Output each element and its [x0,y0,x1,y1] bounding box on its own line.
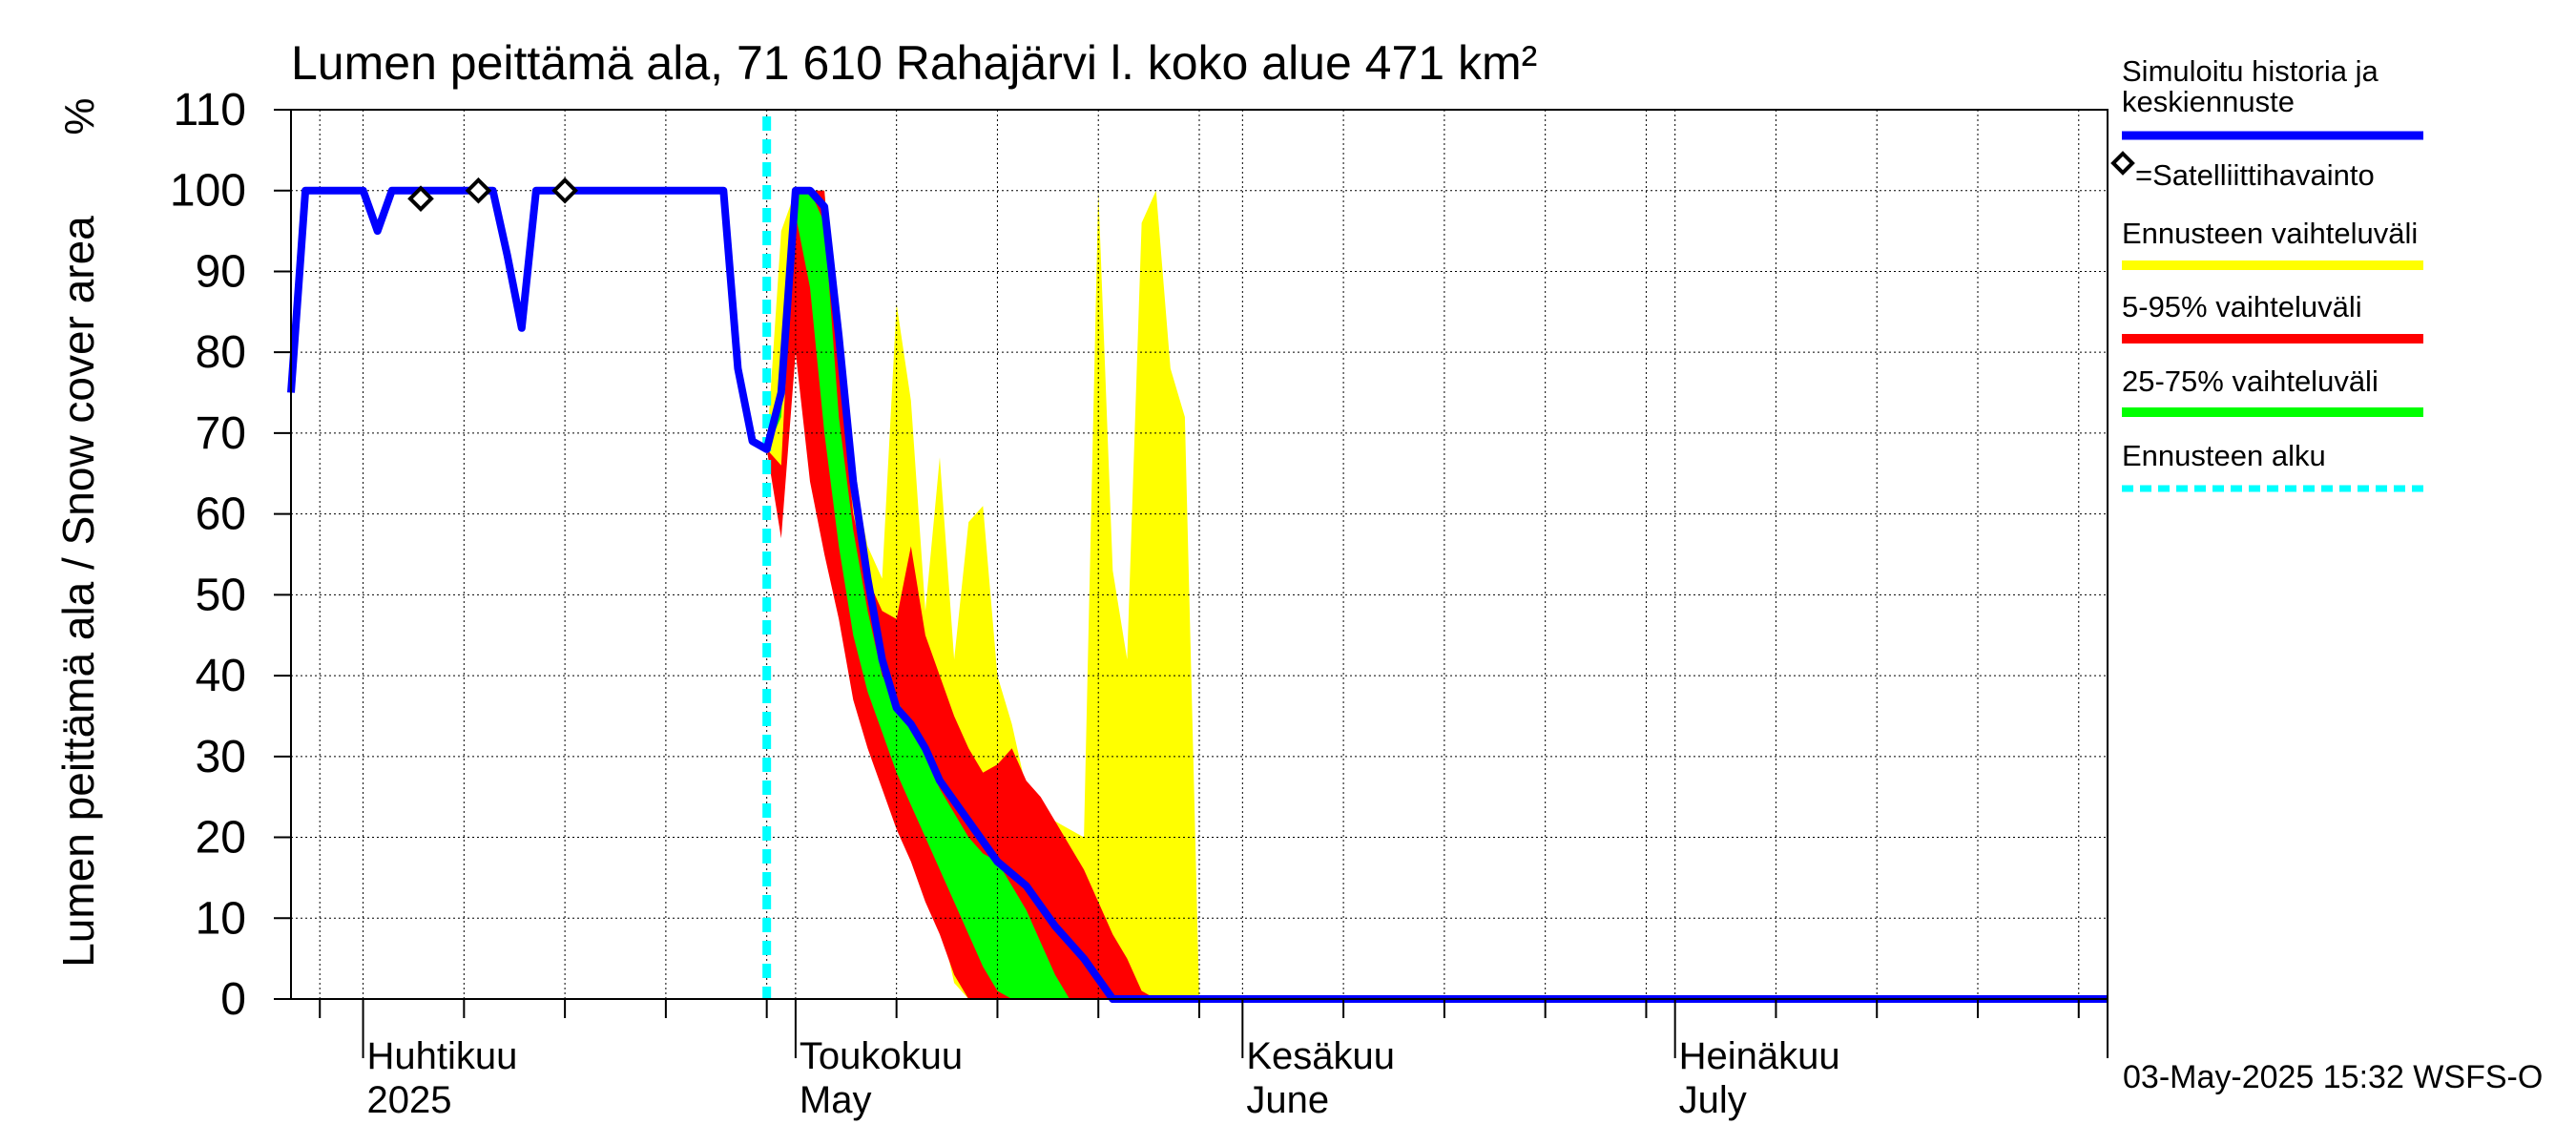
satellite-observation-marker [407,185,434,213]
y-tick-label: 60 [196,489,246,540]
month-label-en: May [800,1079,872,1121]
satellite-observation-marker [551,177,578,204]
y-tick-label: 50 [196,570,246,620]
y-tick-label: 90 [196,246,246,297]
y-tick-label: 70 [196,408,246,459]
month-label-en: July [1679,1079,1747,1121]
y-tick-label: 40 [196,651,246,701]
month-label: Kesäkuu [1246,1035,1395,1077]
y-tick-label: 80 [196,327,246,378]
chart-title: Lumen peittämä ala, 71 610 Rahajärvi l. … [291,36,1537,90]
y-tick-label: 10 [196,893,246,944]
y-tick-label: 30 [196,732,246,782]
footer-timestamp: 03-May-2025 15:32 WSFS-O [2123,1059,2543,1095]
month-label: Heinäkuu [1679,1035,1840,1077]
legend-label: 5-95% vaihteluväli [2122,290,2362,323]
y-tick-label: 110 [173,85,246,135]
y-tick-label: 0 [220,974,246,1025]
y-axis-unit: % [56,97,103,135]
legend-label: keskiennuste [2122,85,2295,118]
legend-marker [2110,151,2135,176]
legend-label: 25-75% vaihteluväli [2122,364,2379,398]
satellite-observation-marker [465,177,492,204]
legend-label: Ennusteen alku [2122,439,2326,472]
legend-label: Simuloitu historia ja [2122,54,2379,88]
month-label: Huhtikuu [367,1035,518,1077]
legend-label: Ennusteen vaihteluväli [2122,217,2418,250]
y-tick-label: 20 [196,813,246,864]
month-label-en: June [1246,1079,1329,1121]
month-label: Toukokuu [800,1035,963,1077]
month-label-en: 2025 [367,1079,452,1121]
legend-label: =Satelliittihavainto [2135,158,2375,192]
y-axis-label: Lumen peittämä ala / Snow cover area [53,216,103,968]
y-tick-label: 100 [170,166,246,217]
